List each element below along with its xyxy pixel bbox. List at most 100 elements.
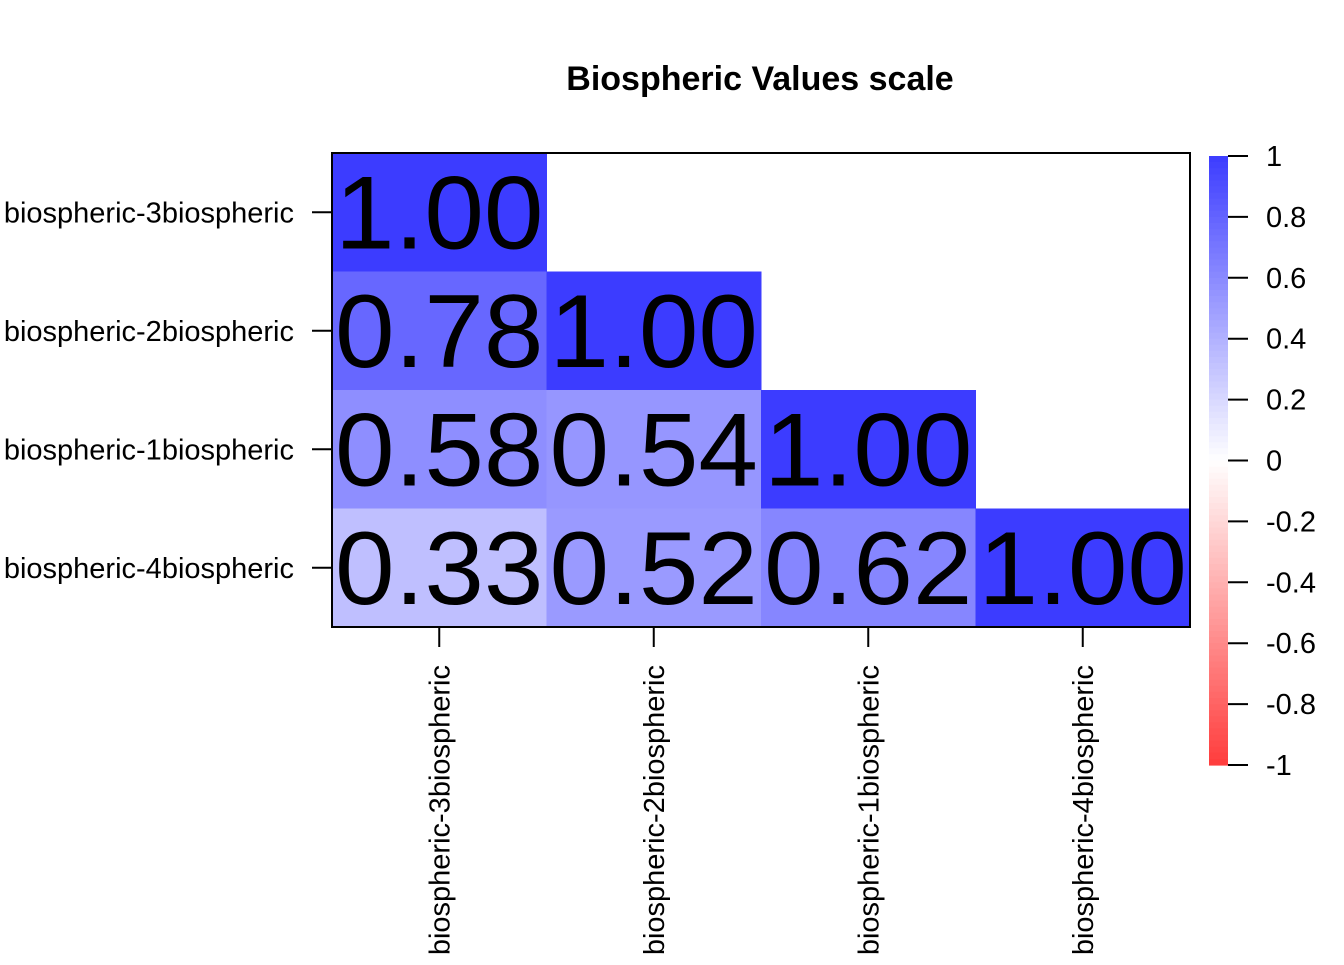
colorbar-tick-label-10: -0.8	[1266, 689, 1316, 721]
colorbar-swatch	[1209, 277, 1228, 285]
colorbar-swatch	[1209, 356, 1228, 364]
colorbar-swatch	[1209, 533, 1228, 541]
colorbar-swatch	[1209, 484, 1228, 492]
colorbar-swatch	[1209, 204, 1228, 212]
y-tick-label-1: biospheric-3biospheric	[4, 197, 294, 229]
plot-frame	[331, 152, 1191, 628]
colorbar-swatch	[1209, 326, 1228, 334]
x-tick-label-1: biospheric-3biospheric	[424, 665, 456, 955]
colorbar-swatch	[1209, 222, 1228, 230]
colorbar-swatch	[1209, 600, 1228, 608]
colorbar-swatch	[1209, 746, 1228, 754]
colorbar-swatch	[1209, 259, 1228, 267]
colorbar-swatch	[1209, 704, 1228, 711]
colorbar-swatch	[1209, 436, 1228, 443]
colorbar-swatch	[1209, 411, 1228, 419]
colorbar-swatch	[1209, 545, 1228, 553]
colorbar-swatch	[1209, 186, 1228, 194]
colorbar-swatch	[1209, 314, 1228, 322]
colorbar-tick-label-9: -0.6	[1266, 628, 1316, 660]
heatmap-cell-r4-c2	[546, 508, 762, 628]
colorbar-swatch	[1209, 521, 1228, 529]
colorbar-swatch	[1209, 375, 1228, 382]
colorbar-swatch	[1209, 490, 1228, 498]
colorbar-tick-label-6: 0	[1266, 446, 1282, 478]
colorbar-swatch	[1209, 472, 1228, 480]
y-tick-label-3: biospheric-1biospheric	[4, 434, 294, 466]
colorbar-swatch	[1209, 643, 1228, 650]
heatmap-cell-r4-c1	[332, 508, 547, 628]
colorbar-swatch	[1209, 302, 1228, 309]
colorbar-swatch	[1209, 557, 1228, 565]
colorbar-swatch	[1209, 509, 1228, 516]
cell-value-r2-c1: 0.78	[335, 274, 544, 390]
colorbar-swatch	[1209, 594, 1228, 602]
heatmap-cell-r3-c3	[761, 390, 976, 509]
cell-value-r1-c1: 1.00	[335, 155, 544, 271]
colorbar-tick-label-5: 0.2	[1266, 385, 1306, 417]
colorbar-swatch	[1209, 344, 1228, 352]
cell-value-r4-c1: 0.33	[335, 511, 544, 627]
colorbar-tick-label-7: -0.2	[1266, 506, 1316, 538]
colorbar-swatch	[1209, 685, 1228, 693]
colorbar-swatch	[1209, 210, 1228, 218]
colorbar-swatch	[1209, 454, 1228, 462]
heatmap-cell-r3-c1	[332, 390, 547, 509]
colorbar-swatch	[1209, 448, 1228, 456]
colorbar-swatch	[1209, 637, 1228, 644]
colorbar-swatch	[1209, 308, 1228, 315]
colorbar-swatch	[1209, 229, 1228, 236]
colorbar-swatch	[1209, 698, 1228, 705]
heatmap-cell-r1-c1	[332, 153, 547, 272]
colorbar-swatch	[1209, 570, 1228, 577]
colorbar-swatch	[1209, 350, 1228, 358]
colorbar-swatch	[1209, 192, 1228, 200]
colorbar-swatch	[1209, 649, 1228, 656]
colorbar-swatch	[1209, 716, 1228, 723]
colorbar-swatch	[1209, 289, 1228, 297]
colorbar-swatch	[1209, 180, 1228, 188]
colorbar-swatch	[1209, 320, 1228, 328]
cell-value-r3-c3: 1.00	[764, 392, 973, 508]
colorbar-swatch	[1209, 241, 1228, 248]
colorbar-swatch	[1209, 460, 1228, 468]
chart-title: Biospheric Values scale	[566, 60, 953, 98]
colorbar-swatch	[1209, 673, 1228, 681]
colorbar-swatch	[1209, 503, 1228, 510]
cell-value-labels: 1.000.78 1.000.58 0.54 1.000.33 0.52 0.62 1.00	[335, 155, 1187, 627]
colorbar-swatch	[1209, 582, 1228, 589]
colorbar-swatch	[1209, 710, 1228, 717]
colorbar-swatch	[1209, 387, 1228, 395]
colorbar-tick-label-1: 1	[1266, 141, 1282, 173]
colorbar-swatch	[1209, 667, 1228, 675]
cell-value-r4-c2: 0.52	[550, 511, 759, 627]
colorbar-tick-label-8: -0.4	[1266, 567, 1316, 599]
colorbar-swatch	[1209, 430, 1228, 437]
colorbar-swatch	[1209, 332, 1228, 340]
colorbar-swatch	[1209, 691, 1228, 699]
colorbar-swatch	[1209, 606, 1228, 614]
heatmap-cell-r3-c2	[546, 390, 762, 509]
cell-value-r2-c2: 1.00	[550, 274, 759, 390]
colorbar-swatch	[1209, 381, 1228, 389]
colorbar-swatch	[1209, 174, 1228, 181]
colorbar-swatch	[1209, 393, 1228, 401]
colorbar-swatch	[1209, 405, 1228, 413]
heatmap-cell-r4-c3	[761, 508, 976, 628]
heatmap-cell-r2-c2	[546, 271, 762, 391]
colorbar-swatch	[1209, 722, 1228, 730]
x-tick-label-2: biospheric-2biospheric	[639, 665, 671, 955]
colorbar-swatch	[1209, 235, 1228, 242]
colorbar-swatch	[1209, 417, 1228, 425]
colorbar-swatch	[1209, 338, 1228, 346]
cell-value-r3-c1: 0.58	[335, 392, 544, 508]
cell-value-r3-c2: 0.54	[550, 392, 759, 508]
colorbar-swatch	[1209, 679, 1228, 687]
colorbar-swatch	[1209, 728, 1228, 736]
colorbar-swatch	[1209, 296, 1228, 303]
heatmap-cell-r2-c1	[332, 271, 547, 391]
y-tick-label-4: biospheric-4biospheric	[4, 553, 294, 585]
colorbar-swatch	[1209, 740, 1228, 748]
colorbar-swatch	[1209, 661, 1228, 669]
colorbar-tick-label-3: 0.6	[1266, 263, 1306, 295]
